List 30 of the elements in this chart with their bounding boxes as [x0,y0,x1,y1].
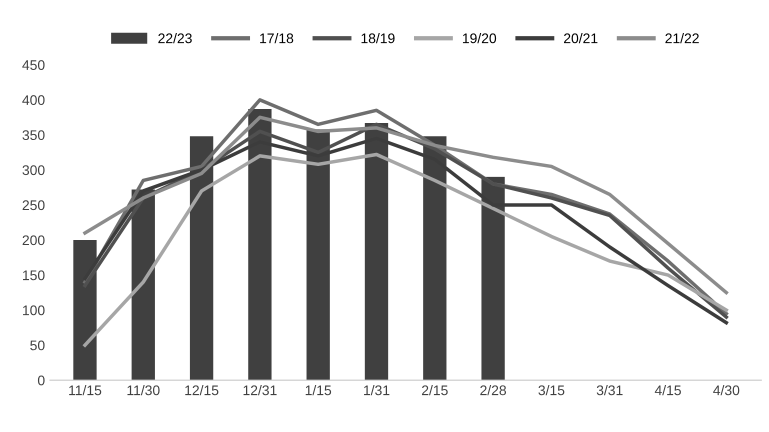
x-tick-label: 2/28 [480,385,506,396]
x-tick-label: 4/30 [713,385,740,396]
legend-label: 18/19 [362,33,395,44]
y-tick-label: 0 [38,375,45,386]
x-tick-label: 4/15 [654,385,681,396]
y-tick-label: 400 [22,95,45,106]
y-tick-label: 200 [22,235,45,246]
x-tick-label: 1/15 [306,385,332,396]
line-series [83,152,728,347]
y-tick-label: 350 [22,130,45,140]
x-tick-label: 11/30 [127,385,160,396]
x-tick-label: 12/31 [244,385,277,396]
legend-label: 20/21 [564,33,598,44]
y-tick-label: 150 [23,270,45,280]
x-tick-label: 3/15 [538,385,564,396]
y-tick-label: 450 [22,60,45,70]
legend-label: 19/20 [462,33,496,44]
line-series [83,116,728,294]
y-tick-label: 100 [23,305,45,316]
legend-label: 21/22 [665,33,699,44]
x-tick-label: 11/15 [69,385,102,396]
y-tick-label: 50 [30,340,45,350]
x-tick-label: 3/31 [596,385,623,396]
x-tick-label: 12/15 [185,385,218,396]
legend-label: 17/18 [260,33,294,44]
y-tick-label: 250 [22,200,45,210]
x-tick-label: 1/31 [364,385,390,396]
y-tick-label: 300 [22,165,45,176]
legend-label: 22/23 [158,33,192,44]
x-tick-label: 2/15 [422,385,448,396]
